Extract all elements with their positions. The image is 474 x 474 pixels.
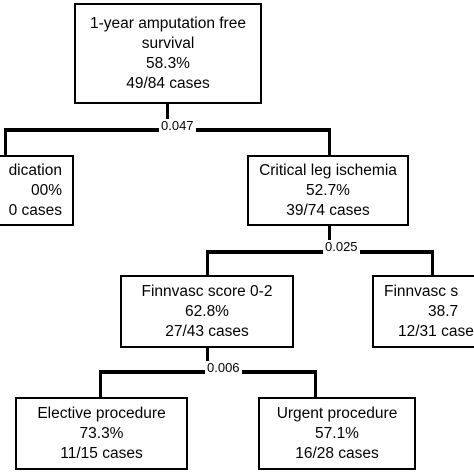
root-left-drop	[4, 130, 7, 156]
root-stem	[166, 103, 169, 130]
node-finnvasc-low: Finnvasc score 0-2 62.8% 27/43 cases	[120, 275, 294, 348]
node-urgent-procedure: Urgent procedure 57.1% 16/28 cases	[258, 397, 416, 470]
cli-left-drop	[206, 252, 209, 276]
p-value-cli-split: 0.025	[323, 239, 360, 254]
node-finn-high-cases: 12/31 cases	[398, 322, 474, 340]
node-root-cases: 49/84 cases	[126, 74, 210, 92]
cli-branch-bar	[206, 250, 434, 254]
node-elective-cases: 11/15 cases	[60, 444, 143, 462]
finn-right-drop	[314, 372, 317, 398]
node-finnvasc-high: Finnvasc s 38.7 12/31 cases	[372, 275, 474, 348]
node-claudication-percent: 00%	[30, 181, 62, 199]
node-elective-label: Elective procedure	[37, 404, 166, 422]
node-root-label-line1: 1-year amputation free	[90, 14, 246, 32]
cli-right-drop	[431, 252, 434, 276]
node-critical-leg-ischemia: Critical leg ischemia 52.7% 39/74 cases	[247, 155, 409, 226]
node-finn-low-cases: 27/43 cases	[165, 322, 249, 340]
node-finn-low-label: Finnvasc score 0-2	[141, 282, 273, 300]
cli-stem	[328, 225, 331, 252]
node-finn-high-label: Finnvasc s	[384, 282, 459, 300]
node-elective-percent: 73.3%	[79, 424, 124, 442]
node-finn-low-percent: 62.8%	[185, 302, 229, 320]
node-claudication-cases: 0 cases	[8, 201, 62, 219]
node-root-percent: 58.3%	[146, 54, 190, 72]
node-cli-percent: 52.7%	[306, 181, 350, 199]
finn-left-drop	[99, 372, 102, 398]
node-urgent-label: Urgent procedure	[276, 404, 398, 422]
p-value-root-split: 0.047	[159, 118, 196, 133]
node-elective-procedure: Elective procedure 73.3% 11/15 cases	[15, 397, 188, 470]
node-root: 1-year amputation free survival 58.3% 49…	[74, 3, 262, 104]
finn-stem	[206, 347, 209, 372]
node-claudication-label: dication	[8, 161, 62, 179]
node-urgent-percent: 57.1%	[315, 424, 359, 442]
p-value-finn-split: 0.006	[205, 360, 242, 375]
node-urgent-cases: 16/28 cases	[295, 444, 379, 462]
node-cli-label: Critical leg ischemia	[259, 161, 397, 179]
node-root-label-line2: survival	[141, 34, 195, 52]
node-finn-high-percent: 38.7	[428, 302, 459, 320]
node-claudication: dication 00% 0 cases	[0, 155, 74, 226]
root-right-drop	[328, 130, 331, 156]
node-cli-cases: 39/74 cases	[286, 201, 370, 219]
